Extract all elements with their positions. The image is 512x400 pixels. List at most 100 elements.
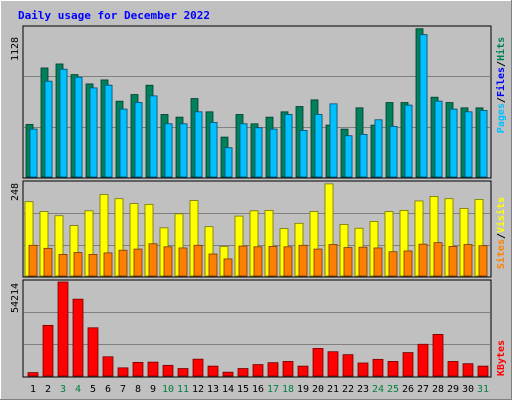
day-label: 21 <box>327 384 339 395</box>
sites-bar <box>358 246 368 277</box>
pages-bar <box>44 80 53 178</box>
day-label: 11 <box>177 384 189 395</box>
sites-bar <box>388 251 398 277</box>
sites-bar <box>238 245 248 277</box>
kbytes-bar <box>462 363 474 377</box>
sites-bar <box>43 247 53 277</box>
visits-legend: Sites/Visits <box>495 197 507 269</box>
legend-sep-3: / <box>496 233 507 239</box>
day-label: 19 <box>297 384 309 395</box>
legend-sep-2: / <box>496 61 507 67</box>
kbytes-bar <box>72 298 84 377</box>
day-label: 2 <box>45 384 51 395</box>
day-label: 27 <box>417 384 429 395</box>
day-label: 14 <box>222 384 234 395</box>
day-label: 8 <box>135 384 141 395</box>
kbytes-bar <box>267 362 279 377</box>
kbytes-bar <box>342 354 354 377</box>
pages-bar <box>89 87 98 178</box>
visits-sites-bars <box>24 183 488 277</box>
pages-bar <box>329 103 338 178</box>
kbytes-bar <box>207 365 219 377</box>
sites-bar <box>343 247 353 277</box>
day-label: 17 <box>267 384 279 395</box>
pages-bar <box>29 128 38 178</box>
sites-bar <box>58 253 68 277</box>
hits-ymax-label: 1128 <box>10 37 21 61</box>
day-label: 5 <box>90 384 96 395</box>
kbytes-bar <box>192 358 204 377</box>
day-label: 6 <box>105 384 111 395</box>
chart-title: Daily usage for December 2022 <box>18 9 210 22</box>
sites-bar <box>463 244 473 277</box>
pages-bar <box>194 111 203 178</box>
sites-bar <box>208 253 218 277</box>
sites-bar <box>328 244 338 277</box>
day-label: 25 <box>387 384 399 395</box>
sites-bar <box>178 247 188 277</box>
sites-bar <box>433 242 443 277</box>
pages-bar <box>74 76 83 178</box>
kbytes-bar <box>447 361 459 377</box>
kbytes-bar <box>327 351 339 377</box>
sites-bar <box>133 248 143 277</box>
pages-bar <box>374 119 383 178</box>
pages-bar <box>59 68 68 178</box>
kbytes-bar <box>477 365 489 377</box>
day-label: 16 <box>252 384 264 395</box>
kbytes-bar <box>132 361 144 377</box>
sites-bar <box>148 243 158 277</box>
kbytes-bar <box>57 281 69 377</box>
pages-bar <box>269 128 278 178</box>
pages-bar <box>419 34 428 178</box>
legend-sites: Sites <box>495 239 507 269</box>
kbytes-bar <box>417 343 429 377</box>
sites-bar <box>418 243 428 277</box>
day-label: 22 <box>342 384 354 395</box>
sites-bar <box>163 246 173 277</box>
day-label: 12 <box>192 384 204 395</box>
day-label: 15 <box>237 384 249 395</box>
kbytes-bar <box>312 348 324 377</box>
kbytes-bar <box>42 324 54 377</box>
sites-bar <box>103 252 113 277</box>
day-label: 10 <box>162 384 174 395</box>
pages-bar <box>449 108 458 178</box>
kbytes-bar <box>222 371 234 377</box>
day-label: 26 <box>402 384 414 395</box>
sites-bar <box>28 244 38 277</box>
hits-files-pages-bars <box>25 28 488 178</box>
pages-bar <box>179 123 188 178</box>
kbytes-bar <box>282 361 294 377</box>
legend-visits: Visits <box>495 197 507 233</box>
sites-bar <box>373 247 383 277</box>
pages-bar <box>344 135 353 178</box>
kbytes-bar <box>147 361 159 377</box>
legend-sep-1: / <box>496 97 507 103</box>
legend-files: Files <box>495 67 507 97</box>
day-label: 3 <box>60 384 66 395</box>
day-label: 31 <box>477 384 489 395</box>
kbytes-bar <box>177 368 189 377</box>
day-label: 28 <box>432 384 444 395</box>
legend-pages: Pages <box>496 103 507 133</box>
pages-bar <box>434 100 443 178</box>
pages-bar <box>284 114 293 178</box>
sites-bar <box>193 244 203 277</box>
pages-bar <box>239 123 248 178</box>
day-label: 4 <box>75 384 81 395</box>
day-labels: 1 2 3 4 5 6 7 8 9 10 11 12 13 14 15 16 17 18 19 20 21 22 23 24 2… <box>30 384 489 395</box>
pages-bar <box>464 111 473 178</box>
day-label: 20 <box>312 384 324 395</box>
kbytes-bar <box>87 327 99 377</box>
pages-bar <box>149 95 158 178</box>
sites-bar <box>283 246 293 277</box>
pages-bar <box>479 110 488 178</box>
kbytes-bar <box>102 356 114 377</box>
pages-bar <box>224 147 233 178</box>
kbytes-bar <box>357 362 369 377</box>
day-label: 7 <box>120 384 126 395</box>
visits-ymax-label: 248 <box>10 183 21 201</box>
pages-bar <box>389 126 398 178</box>
